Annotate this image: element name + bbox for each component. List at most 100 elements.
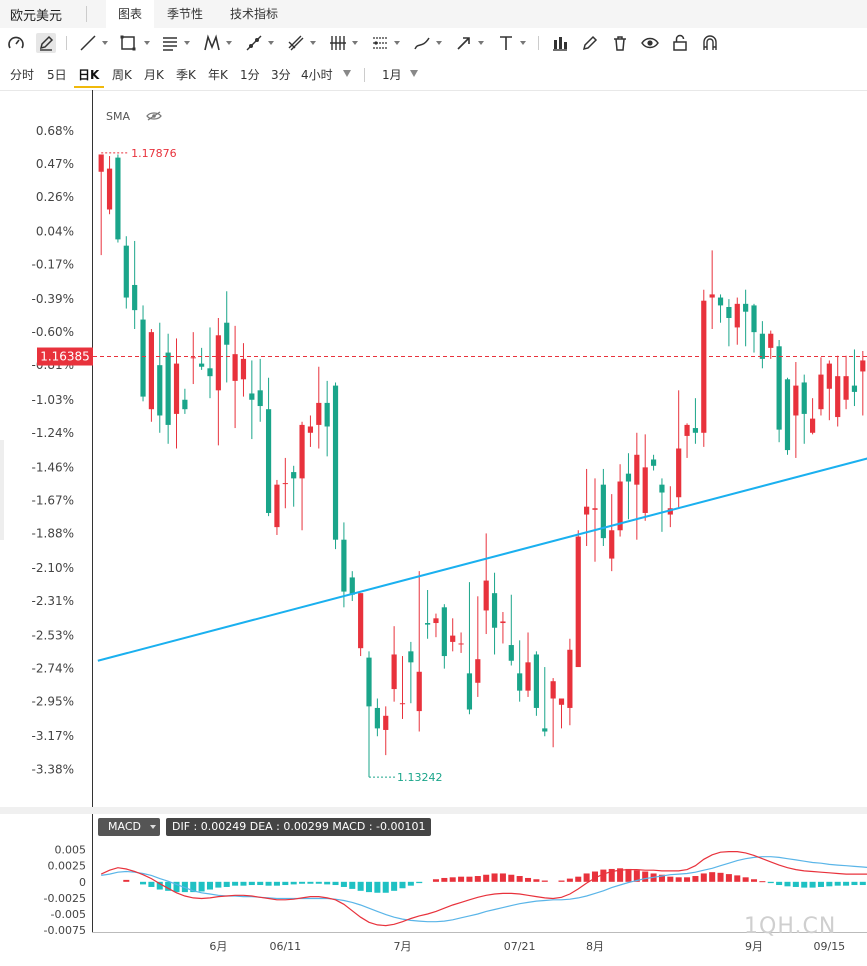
parallel-lines-icon[interactable]: [160, 33, 180, 53]
y-tick-label: -1.46%: [32, 460, 74, 474]
macd-histogram-bar: [432, 879, 439, 882]
brush-icon[interactable]: [412, 33, 432, 53]
chevron-down-icon[interactable]: [268, 41, 274, 45]
macd-histogram-bar: [700, 873, 707, 882]
trend-line-icon[interactable]: [244, 33, 264, 53]
chevron-down-icon[interactable]: [150, 825, 156, 829]
y-tick-label: 0.26%: [36, 190, 74, 204]
eye-icon[interactable]: [640, 33, 660, 53]
chevron-down-icon[interactable]: [226, 41, 232, 45]
macd-chart[interactable]: 0.005 0.0025 0 -0.0025 -0.005 -0.0075 6月 06/11…: [0, 814, 867, 966]
candle-body: [650, 459, 657, 466]
y-tick-label: -2.74%: [32, 662, 74, 676]
chevron-down-icon[interactable]: [352, 41, 358, 45]
candle-body: [818, 374, 824, 410]
dea-line: [101, 856, 867, 923]
candle-body: [332, 385, 339, 540]
period-5d[interactable]: 5日: [47, 68, 67, 82]
chevron-down-icon[interactable]: [310, 41, 316, 45]
macd-histogram-bar: [817, 881, 824, 887]
candle-body: [533, 654, 539, 708]
rectangle-icon[interactable]: [118, 33, 138, 53]
period-monthly[interactable]: 月K: [144, 68, 164, 82]
macd-y-tick-label: -0.0025: [44, 892, 86, 905]
candle-body: [642, 467, 648, 513]
y-tick-label: -0.17%: [32, 258, 74, 272]
candle-body: [491, 593, 498, 628]
more-periods-icon[interactable]: [343, 70, 351, 77]
candle-body: [450, 635, 456, 642]
edit-icon[interactable]: [580, 33, 600, 53]
text-icon[interactable]: [496, 33, 516, 53]
macd-histogram-bar: [223, 881, 230, 887]
candle-body: [508, 645, 514, 661]
macd-histogram-bar: [843, 881, 850, 886]
tab-technical-indicators[interactable]: 技术指标: [229, 7, 278, 21]
line-icon[interactable]: [78, 33, 98, 53]
macd-indicator-select[interactable]: MACD: [98, 818, 160, 836]
candle-body: [215, 335, 221, 391]
magnet-icon[interactable]: [700, 33, 720, 53]
candle-body: [358, 593, 364, 649]
tab-chart[interactable]: 图表: [106, 0, 154, 28]
period-daily[interactable]: 日K: [78, 68, 100, 82]
chevron-down-icon[interactable]: [394, 41, 400, 45]
candlestick-chart[interactable]: 0.68%0.47%0.26%0.04%-0.17%-0.39%-0.60%-0…: [0, 90, 867, 807]
side-panel-handle[interactable]: [0, 440, 4, 540]
period-intraday[interactable]: 分时: [10, 68, 35, 82]
macd-histogram-bar: [399, 881, 406, 889]
chevron-down-icon[interactable]: [478, 41, 484, 45]
panel-divider[interactable]: [0, 807, 867, 814]
macd-histogram-bar: [583, 873, 590, 882]
candle-body: [500, 621, 506, 624]
period-3min[interactable]: 3分: [271, 68, 291, 82]
pencil-icon[interactable]: [36, 33, 56, 53]
lock-icon[interactable]: [670, 33, 690, 53]
macd-histogram-bar: [315, 881, 322, 884]
macd-histogram-bar: [165, 881, 172, 891]
pattern-icon[interactable]: [202, 33, 222, 53]
macd-histogram-bar: [525, 877, 532, 882]
y-tick-label: -3.17%: [32, 729, 74, 743]
candle-body: [600, 484, 606, 539]
eye-hidden-icon[interactable]: [145, 111, 162, 121]
sma-indicator-label[interactable]: SMA: [106, 110, 162, 123]
candle-body: [165, 352, 171, 425]
chevron-down-icon[interactable]: [520, 41, 526, 45]
period-bar: 分时 5日 日K 周K 月K 季K 年K 1分 3分 4小时 1月: [0, 58, 867, 91]
chevron-down-icon[interactable]: [184, 41, 190, 45]
period-weekly[interactable]: 周K: [112, 68, 132, 82]
candle-body: [374, 707, 380, 729]
y-tick-label: 0.04%: [36, 225, 74, 239]
chevron-down-icon[interactable]: [102, 41, 108, 45]
tab-seasonality[interactable]: 季节性: [166, 7, 203, 21]
active-period-indicator: [74, 86, 104, 88]
period-quarterly[interactable]: 季K: [176, 68, 196, 82]
macd-histogram-bar: [834, 881, 841, 886]
gauge-icon[interactable]: [6, 33, 26, 53]
bar-chart-icon[interactable]: [550, 33, 570, 53]
x-tick-label: 06/11: [269, 940, 301, 953]
macd-y-tick-label: 0: [79, 876, 86, 889]
chevron-down-icon[interactable]: [144, 41, 150, 45]
period-yearly[interactable]: 年K: [208, 68, 228, 82]
toolbar-separator: [538, 36, 539, 50]
macd-histogram-bar: [173, 881, 180, 893]
chevron-down-icon[interactable]: [436, 41, 442, 45]
fibonacci-icon[interactable]: [328, 33, 348, 53]
y-tick-label: -0.39%: [32, 292, 74, 306]
arrow-icon[interactable]: [454, 33, 474, 53]
channel-icon[interactable]: [370, 33, 390, 53]
dif-line: [100, 850, 867, 927]
macd-histogram-bar: [533, 879, 540, 882]
pitchfork-icon[interactable]: [286, 33, 306, 53]
y-tick-label: 0.47%: [36, 157, 74, 171]
x-tick-label: 07/21: [504, 940, 536, 953]
range-select[interactable]: 1月: [382, 68, 402, 82]
candle-body: [835, 376, 841, 418]
period-1min[interactable]: 1分: [240, 68, 260, 82]
period-4h[interactable]: 4小时: [301, 68, 333, 82]
chevron-down-icon[interactable]: [410, 70, 418, 77]
trash-icon[interactable]: [610, 33, 630, 53]
candle-body: [617, 481, 623, 531]
